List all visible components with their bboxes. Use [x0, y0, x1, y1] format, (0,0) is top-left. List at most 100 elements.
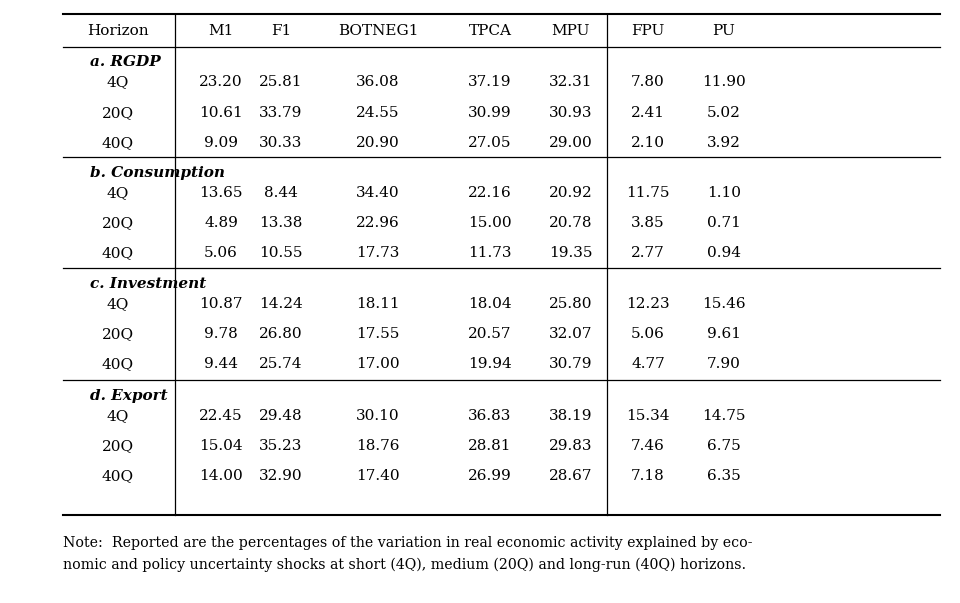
Text: 15.04: 15.04 — [199, 439, 243, 453]
Text: 15.46: 15.46 — [702, 297, 746, 311]
Text: 6.35: 6.35 — [708, 469, 741, 483]
Text: 30.79: 30.79 — [549, 357, 592, 371]
Text: 38.19: 38.19 — [549, 409, 592, 423]
Text: 40Q: 40Q — [102, 246, 134, 260]
Text: 10.87: 10.87 — [200, 297, 243, 311]
Text: 20.78: 20.78 — [549, 216, 592, 230]
Text: 6.75: 6.75 — [708, 439, 741, 453]
Text: c. Investment: c. Investment — [90, 277, 206, 291]
Text: 26.80: 26.80 — [259, 327, 302, 341]
Text: 18.11: 18.11 — [356, 297, 399, 311]
Text: d. Export: d. Export — [90, 389, 168, 403]
Text: 20Q: 20Q — [102, 327, 134, 341]
Text: FPU: FPU — [632, 24, 664, 38]
Text: 5.02: 5.02 — [708, 106, 741, 120]
Text: 15.00: 15.00 — [468, 216, 512, 230]
Text: 17.55: 17.55 — [356, 327, 399, 341]
Text: 13.38: 13.38 — [259, 216, 302, 230]
Text: 3.92: 3.92 — [708, 136, 741, 150]
Text: 33.79: 33.79 — [259, 106, 302, 120]
Text: 30.10: 30.10 — [356, 409, 399, 423]
Text: 17.73: 17.73 — [356, 246, 399, 260]
Text: 14.24: 14.24 — [259, 297, 302, 311]
Text: 4Q: 4Q — [107, 186, 130, 200]
Text: 22.16: 22.16 — [468, 186, 512, 200]
Text: 18.76: 18.76 — [356, 439, 399, 453]
Text: 32.31: 32.31 — [549, 75, 592, 89]
Text: 2.41: 2.41 — [631, 106, 665, 120]
Text: 20.90: 20.90 — [356, 136, 400, 150]
Text: 14.75: 14.75 — [703, 409, 746, 423]
Text: 40Q: 40Q — [102, 357, 134, 371]
Text: 20Q: 20Q — [102, 439, 134, 453]
Text: 7.18: 7.18 — [631, 469, 665, 483]
Text: 30.33: 30.33 — [259, 136, 302, 150]
Text: 22.45: 22.45 — [199, 409, 243, 423]
Text: Note:  Reported are the percentages of the variation in real economic activity e: Note: Reported are the percentages of th… — [63, 536, 753, 550]
Text: 7.80: 7.80 — [631, 75, 665, 89]
Text: 2.77: 2.77 — [631, 246, 665, 260]
Text: 25.74: 25.74 — [259, 357, 302, 371]
Text: 40Q: 40Q — [102, 469, 134, 483]
Text: 8.44: 8.44 — [264, 186, 298, 200]
Text: 14.00: 14.00 — [199, 469, 243, 483]
Text: 29.48: 29.48 — [259, 409, 302, 423]
Text: TPCA: TPCA — [468, 24, 512, 38]
Text: 28.67: 28.67 — [549, 469, 592, 483]
Text: 15.34: 15.34 — [626, 409, 670, 423]
Text: 4Q: 4Q — [107, 297, 130, 311]
Text: 36.83: 36.83 — [468, 409, 512, 423]
Text: 35.23: 35.23 — [259, 439, 302, 453]
Text: 40Q: 40Q — [102, 136, 134, 150]
Text: 1.10: 1.10 — [707, 186, 741, 200]
Text: 13.65: 13.65 — [200, 186, 243, 200]
Text: 11.75: 11.75 — [626, 186, 670, 200]
Text: 29.83: 29.83 — [549, 439, 592, 453]
Text: 0.94: 0.94 — [707, 246, 741, 260]
Text: 32.90: 32.90 — [259, 469, 302, 483]
Text: 28.81: 28.81 — [468, 439, 512, 453]
Text: 7.90: 7.90 — [708, 357, 741, 371]
Text: 23.20: 23.20 — [199, 75, 243, 89]
Text: 27.05: 27.05 — [468, 136, 512, 150]
Text: 20Q: 20Q — [102, 106, 134, 120]
Text: 12.23: 12.23 — [626, 297, 670, 311]
Text: 4Q: 4Q — [107, 75, 130, 89]
Text: PU: PU — [712, 24, 735, 38]
Text: a. RGDP: a. RGDP — [90, 55, 160, 69]
Text: 5.06: 5.06 — [204, 246, 238, 260]
Text: Horizon: Horizon — [87, 24, 149, 38]
Text: 4.89: 4.89 — [204, 216, 238, 230]
Text: 3.85: 3.85 — [631, 216, 665, 230]
Text: 5.06: 5.06 — [631, 327, 665, 341]
Text: 9.09: 9.09 — [204, 136, 238, 150]
Text: 30.93: 30.93 — [549, 106, 592, 120]
Text: 24.55: 24.55 — [356, 106, 399, 120]
Text: 20.57: 20.57 — [468, 327, 512, 341]
Text: 11.73: 11.73 — [468, 246, 512, 260]
Text: 25.81: 25.81 — [259, 75, 302, 89]
Text: b. Consumption: b. Consumption — [90, 166, 225, 180]
Text: 11.90: 11.90 — [702, 75, 746, 89]
Text: 36.08: 36.08 — [356, 75, 399, 89]
Text: 19.35: 19.35 — [549, 246, 592, 260]
Text: F1: F1 — [271, 24, 291, 38]
Text: 18.04: 18.04 — [468, 297, 512, 311]
Text: BOTNEG1: BOTNEG1 — [338, 24, 419, 38]
Text: 10.55: 10.55 — [259, 246, 302, 260]
Text: 9.61: 9.61 — [707, 327, 741, 341]
Text: 37.19: 37.19 — [468, 75, 512, 89]
Text: 9.44: 9.44 — [204, 357, 238, 371]
Text: 20.92: 20.92 — [549, 186, 593, 200]
Text: 9.78: 9.78 — [204, 327, 238, 341]
Text: 7.46: 7.46 — [631, 439, 665, 453]
Text: 2.10: 2.10 — [631, 136, 665, 150]
Text: 19.94: 19.94 — [468, 357, 512, 371]
Text: 0.71: 0.71 — [708, 216, 741, 230]
Text: 4.77: 4.77 — [631, 357, 665, 371]
Text: M1: M1 — [208, 24, 233, 38]
Text: 34.40: 34.40 — [356, 186, 399, 200]
Text: 4Q: 4Q — [107, 409, 130, 423]
Text: 32.07: 32.07 — [549, 327, 592, 341]
Text: 30.99: 30.99 — [468, 106, 512, 120]
